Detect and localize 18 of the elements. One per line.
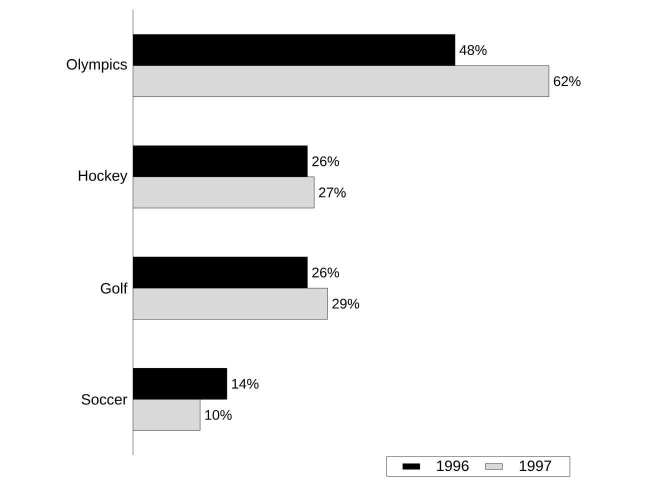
bar [133, 65, 550, 97]
data-label: 14% [232, 378, 259, 389]
data-label: 27% [319, 188, 346, 198]
bar [133, 399, 200, 431]
y-tick-label: Golf [100, 282, 128, 294]
data-label: 26% [312, 268, 340, 278]
legend-label: 1997 [520, 460, 552, 472]
data-label: 10% [205, 410, 232, 420]
data-label: 62% [554, 76, 581, 86]
data-label: 29% [332, 298, 360, 309]
y-tick-label: Soccer [82, 394, 128, 405]
bar [133, 176, 314, 208]
data-label: 48% [460, 45, 487, 55]
legend-label: 1996 [437, 460, 469, 472]
y-tick-label: Hockey [78, 170, 128, 184]
data-label: 26% [312, 156, 340, 166]
y-tick-label: Olympics [66, 58, 127, 73]
bar [133, 288, 328, 320]
